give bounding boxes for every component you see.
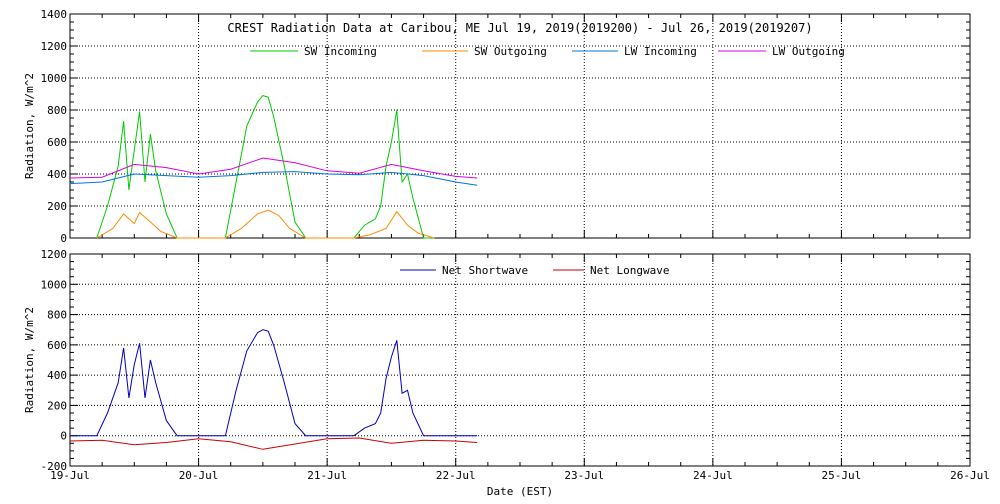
x-tick-label: 26-Jul: [950, 469, 990, 482]
y-tick-label: 0: [60, 232, 67, 245]
y-tick-label: 1400: [41, 8, 68, 21]
y-tick-label: 800: [47, 309, 67, 322]
y-tick-label: 200: [47, 399, 67, 412]
plot-frame: [69, 253, 971, 467]
x-tick-label: 25-Jul: [822, 469, 862, 482]
y-tick-label: 600: [47, 339, 67, 352]
series-line-sw-incoming: [96, 95, 435, 239]
legend-label: SW Incoming: [304, 45, 377, 58]
y-tick-label: 1000: [41, 278, 68, 291]
series-line-lw-outgoing: [69, 157, 478, 179]
y-tick-label: 1200: [41, 248, 68, 261]
y-tick-label: 0: [60, 430, 67, 443]
legend-label: LW Incoming: [624, 45, 697, 58]
legend-label: Net Shortwave: [442, 264, 528, 277]
series-line-lw-incoming: [69, 171, 478, 186]
y-axis-label: Radiation, W/m^2: [23, 73, 36, 179]
series-line-sw-outgoing: [96, 209, 435, 239]
x-tick-label: 19-Jul: [50, 469, 90, 482]
legend-label: LW Outgoing: [772, 45, 845, 58]
legend-label: SW Outgoing: [474, 45, 547, 58]
legend-label: Net Longwave: [590, 264, 669, 277]
y-tick-label: 1000: [41, 72, 68, 85]
series-line-net-longwave: [69, 437, 478, 450]
y-tick-label: 200: [47, 200, 67, 213]
y-axis-label: Radiation, W/m^2: [23, 307, 36, 413]
x-axis-label: Date (EST): [487, 485, 553, 498]
y-tick-label: 1200: [41, 40, 68, 53]
y-tick-label: 600: [47, 136, 67, 149]
y-tick-label: -200: [41, 460, 68, 473]
y-tick-label: 400: [47, 168, 67, 181]
y-tick-label: 400: [47, 369, 67, 382]
series-line-net-shortwave: [70, 329, 478, 437]
x-tick-label: 20-Jul: [179, 469, 219, 482]
x-tick-label: 21-Jul: [307, 469, 347, 482]
x-tick-label: 22-Jul: [436, 469, 476, 482]
y-tick-label: 800: [47, 104, 67, 117]
chart-title: CREST Radiation Data at Caribou, ME Jul …: [227, 21, 812, 35]
x-tick-label: 24-Jul: [693, 469, 733, 482]
x-tick-label: 23-Jul: [564, 469, 604, 482]
